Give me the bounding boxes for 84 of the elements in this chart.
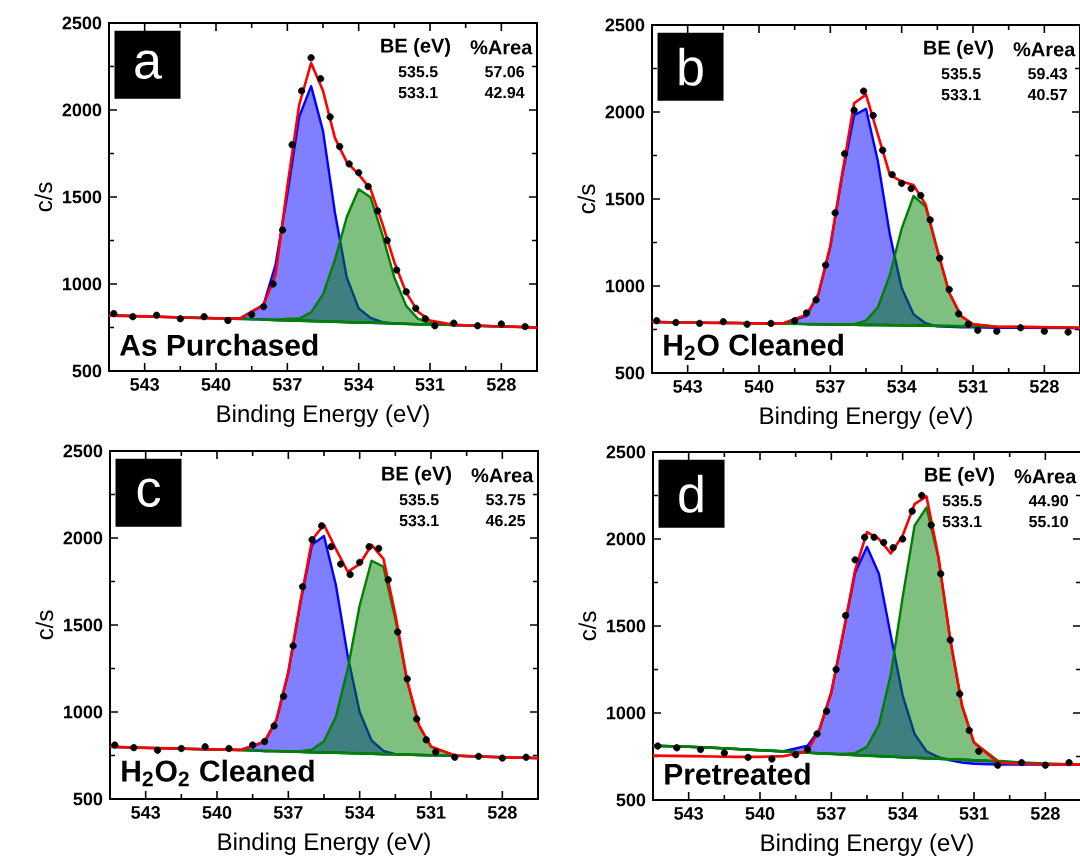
x-tick-label: 531	[416, 806, 446, 819]
y-tick-label: 2000	[606, 532, 646, 546]
annotation: 55.10	[1029, 515, 1068, 528]
x-tick-label: 528	[1030, 807, 1060, 820]
y-tick-label: 1000	[607, 706, 646, 720]
annotation: 535.5	[399, 494, 439, 506]
y-tick-label: 1000	[63, 277, 102, 291]
x-tick-label: 537	[273, 806, 303, 819]
y-axis-title: c/s	[35, 610, 54, 640]
x-tick-label: 531	[958, 380, 988, 393]
y-tick-label: 1000	[64, 705, 103, 719]
annotation: 535.5	[942, 495, 982, 507]
annotation: 42.94	[484, 86, 525, 99]
x-tick-label: 528	[1029, 380, 1059, 393]
y-axis-title: c/s	[577, 184, 596, 214]
x-tick-label: 528	[487, 806, 517, 819]
x-tick-label: 543	[130, 378, 160, 391]
x-tick-label: 540	[202, 806, 232, 819]
annotation: 59.43	[1028, 68, 1068, 80]
y-tick-label: 2000	[605, 105, 645, 119]
annotation: BE (eV)	[925, 467, 994, 486]
y-tick-label: 2500	[62, 16, 102, 30]
annotation: 533.1	[942, 515, 982, 528]
annotation: %Area	[1013, 42, 1076, 57]
y-tick-label: 1500	[606, 192, 645, 206]
y-tick-label: 2000	[62, 103, 102, 117]
annotation: 533.1	[398, 86, 438, 99]
y-axis-title: c/s	[578, 611, 597, 641]
annotation: H$_{2}$O$_{2}$ Cleaned	[122, 759, 314, 787]
annotation: %Area	[1014, 469, 1077, 484]
x-axis-title: Binding Energy (eV)	[760, 406, 972, 429]
annotation: %Area	[470, 40, 533, 55]
x-tick-label: 540	[745, 807, 775, 820]
annotation: b	[679, 47, 703, 86]
x-axis-title: Binding Energy (eV)	[761, 833, 973, 856]
y-tick-label: 1500	[607, 619, 646, 633]
y-tick-label: 1500	[64, 618, 103, 632]
annotation: a	[135, 50, 162, 79]
y-tick-label: 2500	[605, 18, 645, 32]
y-tick-label: 500	[73, 792, 103, 806]
annotation: H$_{2}$O Cleaned	[664, 333, 843, 361]
y-tick-label: 2500	[63, 444, 103, 458]
y-axis-title: c/s	[34, 182, 53, 212]
x-tick-label: 534	[888, 807, 918, 820]
x-tick-label: 540	[201, 378, 231, 391]
x-tick-label: 537	[816, 807, 846, 820]
annotation: As Purchased	[120, 333, 318, 356]
annotation: 535.5	[941, 68, 981, 80]
x-tick-label: 531	[415, 378, 445, 391]
annotation: 44.90	[1028, 495, 1068, 507]
x-tick-label: 537	[272, 378, 302, 391]
annotation: 535.5	[398, 66, 438, 78]
annotation: 533.1	[399, 514, 439, 527]
annotation: c	[137, 478, 161, 507]
annotation: 40.57	[1027, 88, 1067, 101]
x-tick-label: 543	[674, 807, 704, 820]
x-tick-label: 534	[345, 806, 375, 819]
annotation: 46.25	[485, 514, 526, 527]
y-tick-label: 2000	[63, 531, 103, 545]
annotation: 53.75	[486, 494, 526, 506]
x-tick-label: 534	[344, 378, 374, 391]
annotation: 57.06	[485, 66, 525, 78]
annotation: %Area	[471, 468, 534, 483]
x-tick-label: 528	[486, 378, 516, 391]
y-tick-label: 1500	[63, 190, 102, 204]
x-tick-label: 531	[959, 807, 989, 820]
x-axis-title: Binding Energy (eV)	[218, 832, 430, 855]
y-tick-label: 500	[616, 793, 646, 807]
annotation: d	[679, 474, 703, 513]
annotation: BE (eV)	[924, 40, 993, 59]
y-tick-label: 2500	[606, 445, 646, 459]
x-tick-label: 543	[131, 806, 161, 819]
x-tick-label: 534	[887, 380, 917, 393]
y-tick-label: 500	[72, 364, 102, 378]
annotation: Pretreated	[665, 762, 810, 785]
y-tick-label: 500	[615, 366, 645, 380]
x-tick-label: 540	[744, 380, 774, 393]
annotation: 533.1	[941, 88, 981, 101]
annotation: BE (eV)	[381, 38, 450, 57]
x-axis-title: Binding Energy (eV)	[217, 404, 429, 427]
x-tick-label: 537	[815, 380, 845, 393]
x-tick-label: 543	[673, 380, 703, 393]
y-tick-label: 1000	[606, 279, 645, 293]
annotation: BE (eV)	[382, 466, 451, 485]
